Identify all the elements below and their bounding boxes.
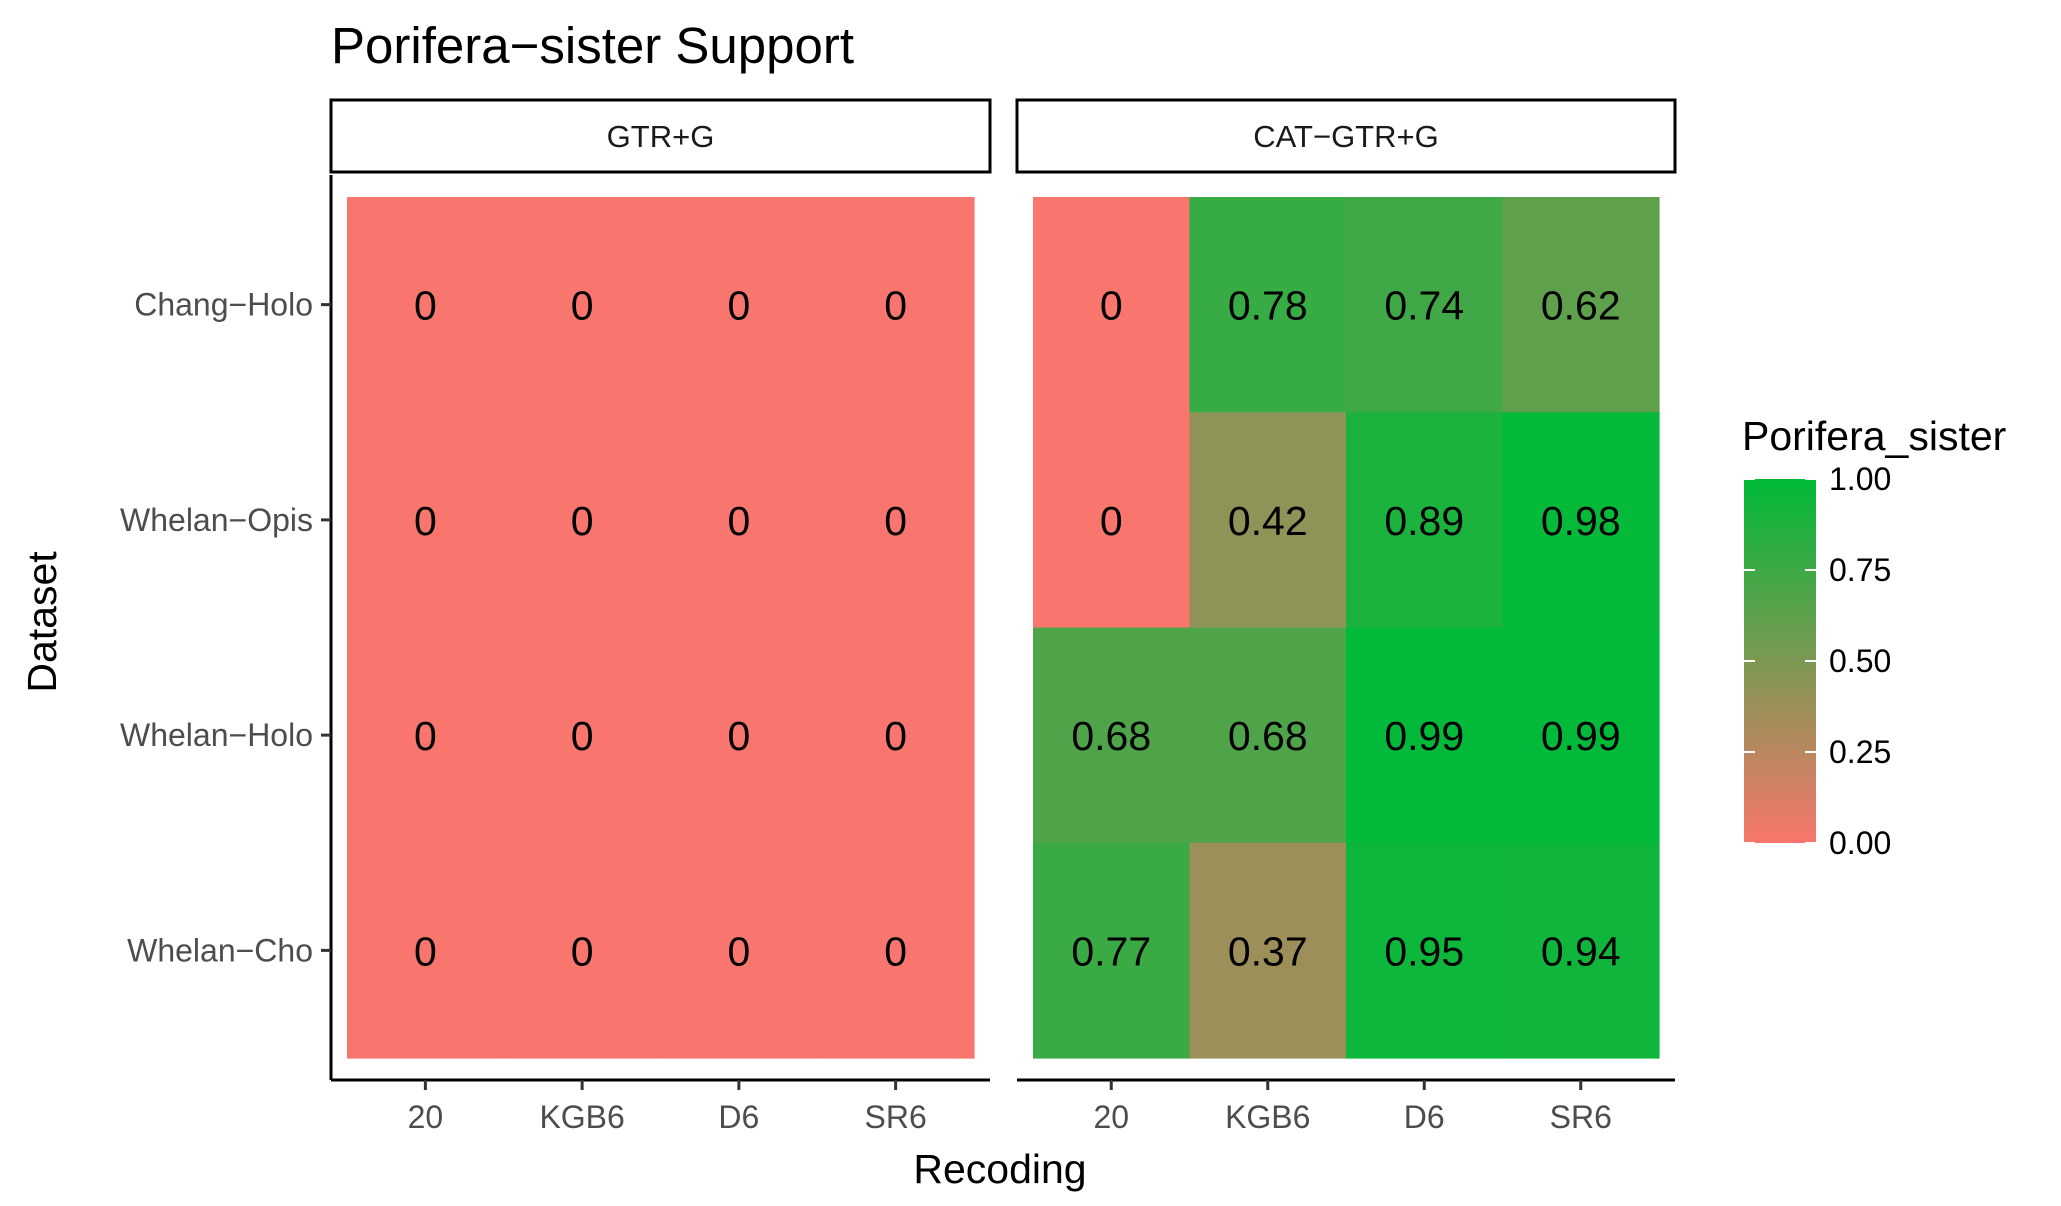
cell-value-label: 0 bbox=[727, 498, 750, 544]
legend-ticks: 1.00 0.75 0.50 0.25 0.00 bbox=[1744, 461, 1891, 861]
heatmap-cell bbox=[347, 842, 505, 1059]
cell-value-label: 0.89 bbox=[1384, 498, 1464, 544]
legend-tick-label: 1.00 bbox=[1829, 461, 1891, 497]
heatmap-cell bbox=[1502, 197, 1660, 413]
y-axis: Chang−Holo Whelan−Opis Whelan−Holo Whelan−C… bbox=[120, 175, 333, 1080]
cell-value-label: 0.42 bbox=[1228, 498, 1308, 544]
legend-tick-label: 0.00 bbox=[1829, 825, 1891, 861]
facet-panel: CAT−GTR+G 0 0.78 0.74 0.62 0 0.42 0.89 0.98 0.68 0… bbox=[1015, 98, 1677, 1059]
x-tick-label: KGB6 bbox=[539, 1099, 624, 1135]
x-tick-label: D6 bbox=[1404, 1099, 1445, 1135]
legend: Porifera_sister 1.00 0.75 0.50 0.25 0.00 bbox=[1742, 413, 2006, 861]
cell-value-label: 0.68 bbox=[1071, 713, 1151, 759]
cell-value-label: 0 bbox=[414, 283, 437, 329]
heatmap-cell bbox=[503, 412, 662, 629]
cell-value-label: 0.74 bbox=[1384, 283, 1464, 329]
x-tick-label: D6 bbox=[718, 1099, 759, 1135]
heatmap-cell bbox=[1189, 842, 1347, 1059]
heatmap-cell bbox=[1189, 412, 1347, 629]
cell-value-label: 0 bbox=[571, 713, 594, 759]
x-tick-label: 20 bbox=[1093, 1099, 1129, 1135]
heatmap-cell bbox=[1033, 842, 1191, 1059]
y-tick-label: Whelan−Opis bbox=[120, 502, 313, 538]
heatmap-cell bbox=[660, 842, 818, 1059]
cell-value-label: 0 bbox=[727, 713, 750, 759]
cell-value-label: 0.68 bbox=[1228, 713, 1308, 759]
cell-value-label: 0.99 bbox=[1541, 713, 1621, 759]
heatmap-cell bbox=[1346, 412, 1504, 629]
legend-tick-label: 0.75 bbox=[1829, 552, 1891, 588]
heatmap-cell bbox=[660, 197, 818, 413]
heatmap-cell bbox=[1502, 842, 1660, 1059]
x-tick-label: SR6 bbox=[1550, 1099, 1612, 1135]
y-tick-label: Whelan−Cho bbox=[127, 932, 313, 968]
heatmap-cell bbox=[817, 412, 975, 629]
cell-value-label: 0 bbox=[571, 283, 594, 329]
cell-value-label: 0.62 bbox=[1541, 283, 1621, 329]
x-axis: 20 KGB6 D6 SR6 20 KGB6 D6 SR6 bbox=[331, 1078, 1675, 1135]
heatmap-cell bbox=[347, 197, 505, 413]
cell-value-label: 0.94 bbox=[1541, 928, 1621, 974]
facet-strip bbox=[1015, 98, 1677, 174]
cell-value-label: 0.99 bbox=[1384, 713, 1464, 759]
heatmap-cell bbox=[1033, 197, 1191, 413]
heatmap-cell bbox=[660, 412, 818, 629]
facet-strip-label: CAT−GTR+G bbox=[1253, 119, 1438, 154]
cell-value-label: 0 bbox=[1100, 283, 1123, 329]
y-tick-label: Whelan−Holo bbox=[120, 717, 313, 753]
heatmap-cell bbox=[1346, 842, 1504, 1059]
cell-value-label: 0 bbox=[1100, 498, 1123, 544]
legend-colorbar bbox=[1744, 479, 1816, 843]
facet-strip-label: GTR+G bbox=[607, 119, 715, 154]
cell-value-label: 0.37 bbox=[1228, 928, 1308, 974]
y-tick-label: Chang−Holo bbox=[134, 287, 313, 323]
legend-title: Porifera_sister bbox=[1742, 413, 2006, 459]
cell-value-label: 0 bbox=[571, 928, 594, 974]
x-tick-label: KGB6 bbox=[1225, 1099, 1310, 1135]
heatmap-cell bbox=[1346, 627, 1504, 844]
heatmap-cell bbox=[817, 627, 975, 844]
cell-value-label: 0.78 bbox=[1228, 283, 1308, 329]
cell-value-label: 0 bbox=[571, 498, 594, 544]
cell-value-label: 0 bbox=[727, 283, 750, 329]
heatmap-cell bbox=[503, 627, 662, 844]
heatmap-cell bbox=[660, 627, 818, 844]
heatmap-cell bbox=[817, 197, 975, 413]
heatmap-cell bbox=[1033, 627, 1191, 844]
cell-value-label: 0 bbox=[884, 283, 907, 329]
x-tick-label: 20 bbox=[408, 1099, 444, 1135]
facet-panel: GTR+G 0 0 0 0 0 0 0 0 0 0 0 0 0 0 0 0 bbox=[329, 98, 992, 1059]
cell-value-label: 0.77 bbox=[1071, 928, 1151, 974]
cell-value-label: 0.95 bbox=[1384, 928, 1464, 974]
x-axis-title: Recoding bbox=[913, 1146, 1086, 1192]
heatmap-cell bbox=[1189, 627, 1347, 844]
heatmap-cell bbox=[503, 842, 662, 1059]
y-axis-title: Dataset bbox=[19, 551, 65, 693]
cell-value-label: 0 bbox=[414, 498, 437, 544]
cell-value-label: 0 bbox=[884, 928, 907, 974]
heatmap-cell bbox=[1033, 412, 1191, 629]
cell-value-label: 0 bbox=[414, 928, 437, 974]
heatmap-cell bbox=[347, 627, 505, 844]
cell-value-label: 0 bbox=[727, 928, 750, 974]
legend-tick-label: 0.50 bbox=[1829, 643, 1891, 679]
heatmap-cell bbox=[1346, 197, 1504, 413]
cell-value-label: 0 bbox=[884, 498, 907, 544]
chart-title: Porifera−sister Support bbox=[331, 17, 854, 74]
heatmap-cell bbox=[347, 412, 505, 629]
facets: GTR+G 0 0 0 0 0 0 0 0 0 0 0 0 0 0 0 0 CAT−GTR+G 0 0.78 0.74 0… bbox=[329, 98, 1677, 1059]
cell-value-label: 0 bbox=[884, 713, 907, 759]
heatmap-cell bbox=[817, 842, 975, 1059]
cell-value-label: 0.98 bbox=[1541, 498, 1621, 544]
heatmap-cell bbox=[1502, 412, 1660, 629]
heatmap-cell bbox=[1502, 627, 1660, 844]
legend-tick-label: 0.25 bbox=[1829, 734, 1891, 770]
heatmap-cell bbox=[503, 197, 662, 413]
x-tick-label: SR6 bbox=[865, 1099, 927, 1135]
cell-value-label: 0 bbox=[414, 713, 437, 759]
facet-strip bbox=[329, 98, 992, 174]
heatmap-cell bbox=[1189, 197, 1347, 413]
